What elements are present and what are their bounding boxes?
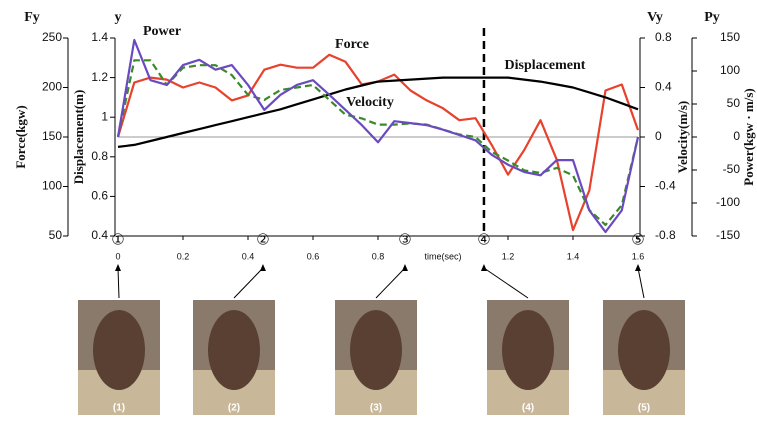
axis-symbol: Py — [704, 10, 720, 25]
y-tick-label: 50 — [49, 228, 63, 242]
photo-arrow — [483, 267, 529, 299]
y-tick-label: 50 — [727, 96, 741, 110]
y-tick-label: -0.4 — [655, 179, 676, 193]
y-tick-label: -100 — [716, 195, 740, 209]
y-tick-label: 0.8 — [91, 149, 108, 163]
x-tick-label: 1.4 — [567, 251, 580, 261]
x-tick-label: 0.8 — [372, 251, 385, 261]
photo-caption: (4) — [522, 403, 534, 414]
axis-symbol: y — [115, 10, 122, 25]
x-tick-label: 0.2 — [177, 251, 190, 261]
series-line — [116, 59, 640, 226]
y-tick-label: -150 — [716, 228, 740, 242]
photo-caption: (2) — [228, 403, 240, 414]
y-tick-label: 0.8 — [655, 30, 672, 44]
y-tick-label: 0 — [733, 129, 740, 143]
arrow-head — [401, 264, 408, 271]
axis-symbol: Fy — [24, 10, 40, 25]
photo-caption: (5) — [638, 403, 650, 414]
x-tick-label: 0 — [115, 251, 120, 261]
phase-label: ④ — [477, 232, 490, 248]
axis-label: Power(kgw · m/s) — [741, 88, 756, 185]
series-label: Power — [143, 24, 181, 39]
arrow-head — [259, 264, 266, 271]
phase-label: ③ — [398, 232, 411, 248]
y-tick-label: 0.6 — [91, 189, 108, 203]
y-tick-label: 1 — [101, 109, 108, 123]
phase-label: ① — [111, 232, 124, 248]
series-label: Force — [335, 37, 369, 52]
series-label: Velocity — [346, 95, 394, 110]
y-tick-label: -0.8 — [655, 228, 676, 242]
arrow-head — [115, 264, 121, 271]
wrestlers — [350, 310, 402, 390]
x-tick-label: 1.2 — [502, 251, 515, 261]
axis-label: Force(kgw) — [13, 105, 28, 168]
axis-label: Displacement(m) — [71, 90, 86, 185]
axis-symbol: Vy — [647, 10, 663, 25]
arrow-head — [635, 264, 641, 271]
phase-label: ⑤ — [631, 232, 644, 248]
y-tick-label: 0.4 — [655, 80, 672, 94]
y-tick-label: 150 — [720, 30, 740, 44]
wrestlers — [502, 310, 554, 390]
series-line — [117, 76, 639, 148]
photo-caption: (3) — [370, 403, 382, 414]
x-axis-label: time(sec) — [424, 251, 461, 261]
series-label: Displacement — [505, 58, 586, 73]
wrestlers — [618, 310, 670, 390]
y-tick-label: 150 — [42, 129, 62, 143]
photo-arrow — [375, 267, 406, 299]
x-tick-label: 1.6 — [632, 251, 645, 261]
photo-arrow — [117, 267, 120, 299]
y-tick-label: 250 — [42, 30, 62, 44]
photo-arrow — [637, 267, 645, 299]
x-tick-label: 0.6 — [307, 251, 320, 261]
y-tick-label: 200 — [42, 80, 62, 94]
wrestlers — [208, 310, 260, 390]
photo-caption: (1) — [113, 403, 125, 414]
y-tick-label: 0 — [655, 129, 662, 143]
y-tick-label: -50 — [723, 162, 741, 176]
y-tick-label: 100 — [720, 63, 740, 77]
y-tick-label: 1.4 — [91, 30, 108, 44]
y-tick-label: 0.4 — [91, 228, 108, 242]
phase-label: ② — [256, 232, 269, 248]
x-tick-label: 0.4 — [242, 251, 255, 261]
series-line — [116, 38, 640, 234]
axis-label: Velocity(m/s) — [675, 101, 690, 173]
arrow-head — [480, 264, 487, 271]
y-tick-label: 1.2 — [91, 70, 108, 84]
photo-arrow — [233, 267, 264, 299]
wrestlers — [93, 310, 145, 390]
y-tick-label: 100 — [42, 179, 62, 193]
